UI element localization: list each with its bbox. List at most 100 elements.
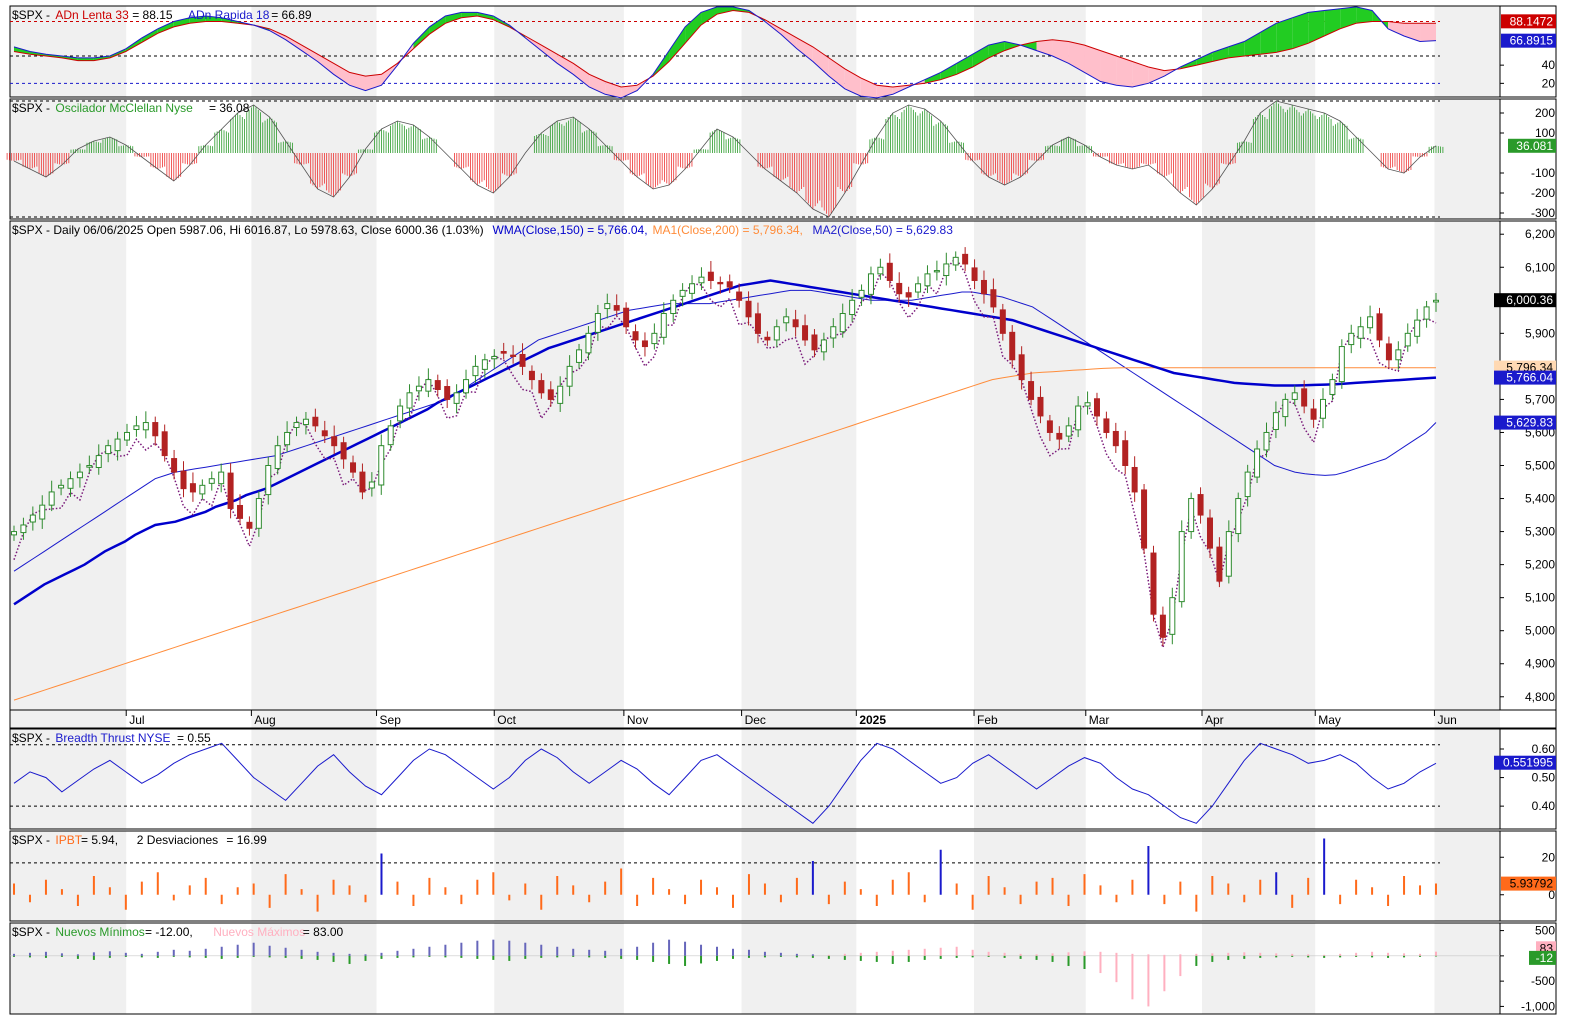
- candle-body: [1404, 332, 1411, 347]
- candle-body: [698, 276, 705, 284]
- candle-body: [105, 445, 112, 455]
- x-axis: Jul Aug Sep Oct Nov Dec 2025 Feb Mar Apr May Jun: [125, 710, 1457, 727]
- candle-body: [95, 455, 102, 468]
- value-badge: [1529, 950, 1556, 965]
- month-band: [1434, 923, 1500, 1014]
- mcclellan-bars: [6, 101, 1444, 217]
- adn-fill-segment: [1292, 12, 1309, 49]
- y-tick-label: -1,000: [1521, 999, 1555, 1013]
- badges-thrust: 0.551995: [1494, 755, 1556, 770]
- candle-body: [933, 270, 940, 273]
- adn-fill-segment: [1148, 66, 1165, 84]
- candle-body: [500, 351, 507, 354]
- candle-body: [1009, 331, 1016, 361]
- adn-fill-segment: [317, 54, 334, 75]
- month-band: [741, 729, 857, 829]
- adn-fill-segment: [157, 21, 174, 34]
- candle-body: [1301, 388, 1308, 407]
- candle-body: [1433, 299, 1439, 303]
- candle-body: [1028, 381, 1035, 400]
- month-band: [10, 831, 127, 921]
- candle-body: [1291, 392, 1298, 400]
- legend-series-value: = 83.00: [303, 925, 344, 939]
- y-tick-label: 20: [1542, 76, 1556, 90]
- y-tick-label: 100: [1535, 126, 1555, 140]
- newhighs-lows-bars: [10, 939, 1500, 1007]
- legend-prefix: $SPX -: [12, 8, 50, 22]
- legend-series-name: Breadth Thrust NYSE: [55, 731, 170, 745]
- candle-body: [849, 299, 856, 316]
- y-tick-label: 40: [1542, 58, 1556, 72]
- badges-newlows: 83-12: [1529, 941, 1556, 965]
- y-tick-label: 5,700: [1525, 392, 1555, 406]
- y-tick-label: 0.50: [1532, 771, 1556, 785]
- adn-fill-segment: [780, 28, 797, 49]
- value-badge-label: 36.081: [1516, 139, 1553, 153]
- month-band: [974, 729, 1086, 829]
- candle-body: [1329, 379, 1336, 395]
- candle-body: [237, 504, 244, 519]
- adn-fill-segment: [1340, 6, 1357, 29]
- month-band: [494, 831, 624, 921]
- candle-body: [1188, 498, 1195, 533]
- adn-fill-segment: [285, 36, 302, 51]
- legend-prefix: $SPX -: [12, 731, 50, 745]
- candle-body: [1206, 517, 1213, 549]
- candle-body: [1272, 412, 1279, 430]
- adn-fill-segment: [812, 46, 829, 77]
- y-tick-label: -100: [1531, 166, 1555, 180]
- adn-fill-segment: [173, 17, 190, 27]
- legend-series-name: ADn Rapida 18: [188, 8, 270, 22]
- month-band: [1202, 710, 1316, 728]
- candle-body: [877, 266, 884, 275]
- panel-frame-newlows: [9, 922, 1557, 1015]
- value-badge: [1494, 293, 1556, 308]
- candle-body: [660, 313, 667, 338]
- candle-body: [274, 445, 281, 469]
- candle-body: [886, 262, 893, 281]
- ref-lines-thrust: [10, 744, 1440, 807]
- legend-ipbt: $SPX - IPBT = 5.94, 2 Desviaciones = 16.9…: [12, 833, 267, 847]
- y-tick-label: 4,900: [1525, 657, 1555, 671]
- candle-body: [133, 425, 140, 430]
- panel-frame-ipbt: [9, 830, 1557, 922]
- adn-fill-segment: [1308, 10, 1325, 44]
- adn-fill-segment: [1324, 8, 1341, 37]
- y-tick-label: 4,800: [1525, 690, 1555, 704]
- ma1-200-line: [13, 367, 1436, 701]
- value-badge-label: 6,000.36: [1506, 293, 1553, 307]
- candle-body: [510, 354, 517, 357]
- legend-prefix: $SPX -: [12, 833, 50, 847]
- month-band: [1434, 729, 1500, 829]
- candle-body: [1395, 349, 1402, 361]
- adn-fill-segment: [717, 6, 733, 15]
- candle-body: [180, 470, 187, 490]
- legend-adn: $SPX - ADn Lenta 33 = 88.15 ADn Rapida 18…: [12, 8, 312, 22]
- adn-fill-segment: [1228, 41, 1245, 58]
- candle-body: [189, 483, 196, 493]
- price-header: $SPX - Daily 06/06/2025 Open 5987.06, Hi…: [12, 223, 953, 237]
- month-band: [251, 99, 377, 219]
- candle-body: [1367, 316, 1374, 329]
- value-badge: [1501, 33, 1556, 48]
- x-tick-label: 2025: [859, 713, 886, 727]
- candle-body: [820, 339, 827, 353]
- month-band: [494, 710, 624, 728]
- adn-fill-segment: [972, 45, 989, 67]
- candle-body: [952, 256, 959, 266]
- candle-body: [1376, 313, 1383, 341]
- month-band: [10, 221, 127, 710]
- candle-body: [538, 380, 545, 394]
- candle-body: [1103, 418, 1110, 433]
- ref-lines-mcclellan: [10, 100, 1440, 218]
- value-badge: [1501, 14, 1556, 29]
- candle-body: [1282, 398, 1289, 418]
- legend-series-name: 2 Desviaciones: [137, 833, 218, 847]
- candle-body: [867, 273, 874, 295]
- month-band: [494, 729, 624, 829]
- y-tick-label: 5,900: [1525, 326, 1555, 340]
- month-band: [1202, 729, 1316, 829]
- candle-body: [218, 471, 225, 485]
- value-badge-label: -12: [1536, 951, 1554, 965]
